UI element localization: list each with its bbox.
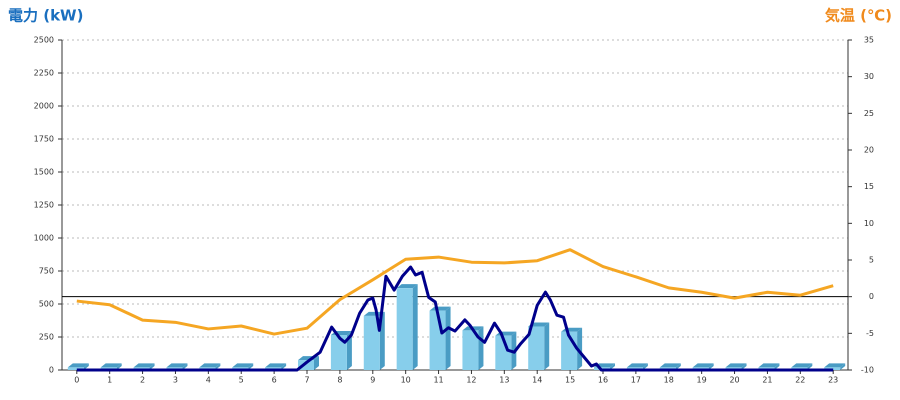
- y-tick-label: 1250: [34, 201, 54, 210]
- y2-tick-label: 30: [864, 72, 874, 81]
- x-tick-label: 4: [206, 376, 211, 385]
- bar-top: [363, 311, 385, 316]
- y2-tick-label: -5: [866, 329, 874, 338]
- bar-side: [544, 322, 550, 370]
- bar-side: [741, 363, 747, 370]
- y2-tick-label: 35: [864, 36, 874, 45]
- x-tick-label: 13: [499, 376, 509, 385]
- bar: [298, 360, 315, 370]
- bar-top: [199, 363, 221, 368]
- y-tick-label: 0: [49, 366, 54, 375]
- y-tick-label: 2250: [34, 69, 54, 78]
- bar-top: [429, 306, 451, 311]
- y2-tick-label: 25: [864, 109, 874, 118]
- x-tick-label: 1: [107, 376, 112, 385]
- bar: [528, 326, 545, 370]
- bar: [363, 315, 380, 370]
- bar-top: [791, 363, 813, 368]
- y2-tick-label: 0: [869, 292, 874, 301]
- x-tick-label: 3: [173, 376, 178, 385]
- y-tick-label: 2500: [34, 36, 54, 45]
- bar-top: [758, 363, 780, 368]
- left-axis-title: 電力 (kW): [8, 7, 83, 25]
- x-tick-label: 23: [828, 376, 838, 385]
- x-tick-label: 16: [598, 376, 608, 385]
- bar-side: [642, 363, 648, 370]
- x-tick-label: 22: [795, 376, 805, 385]
- y-tick-label: 250: [39, 333, 54, 342]
- y2-tick-label: 5: [869, 256, 874, 265]
- bar-top: [824, 363, 846, 368]
- bar-side: [281, 363, 287, 370]
- bar-side: [116, 363, 122, 370]
- bar: [495, 335, 512, 370]
- x-tick-label: 18: [664, 376, 674, 385]
- right-axis-title: 気温 (℃): [825, 7, 892, 25]
- x-tick-label: 2: [140, 376, 145, 385]
- bar-top: [725, 363, 747, 368]
- bar-side: [314, 356, 320, 370]
- x-tick-label: 17: [631, 376, 641, 385]
- bar-top: [396, 284, 418, 289]
- bar-side: [840, 363, 846, 370]
- x-tick-label: 20: [729, 376, 739, 385]
- bar-top: [692, 363, 714, 368]
- bar: [330, 335, 347, 370]
- bar-top: [100, 363, 122, 368]
- x-tick-label: 11: [433, 376, 443, 385]
- x-tick-label: 19: [697, 376, 707, 385]
- bar-side: [478, 326, 484, 370]
- x-tick-label: 21: [762, 376, 772, 385]
- x-tick-label: 9: [370, 376, 375, 385]
- bar-side: [412, 284, 418, 370]
- y2-tick-label: 10: [864, 219, 874, 228]
- y-tick-label: 2000: [34, 102, 54, 111]
- bar-top: [133, 363, 155, 368]
- x-tick-label: 10: [401, 376, 411, 385]
- bar-side: [445, 306, 451, 370]
- x-tick-label: 8: [337, 376, 342, 385]
- y2-tick-label: 15: [864, 182, 874, 191]
- bar-side: [182, 363, 188, 370]
- bar-side: [577, 327, 583, 370]
- bar-side: [807, 363, 813, 370]
- bar-side: [248, 363, 254, 370]
- bar: [396, 288, 413, 370]
- x-tick-label: 5: [239, 376, 244, 385]
- x-tick-label: 7: [304, 376, 309, 385]
- y-tick-label: 750: [39, 267, 54, 276]
- y-tick-label: 1750: [34, 135, 54, 144]
- x-tick-label: 14: [532, 376, 542, 385]
- bar-top: [232, 363, 254, 368]
- bar-side: [149, 363, 155, 370]
- bar-top: [265, 363, 287, 368]
- x-tick-label: 6: [272, 376, 277, 385]
- line: [76, 248, 834, 336]
- bar: [462, 330, 479, 370]
- y-tick-label: 1000: [34, 234, 54, 243]
- line: [76, 265, 834, 372]
- y2-tick-label: 20: [864, 146, 874, 155]
- bar: [67, 367, 84, 370]
- bar-top: [67, 363, 89, 368]
- bar-side: [609, 363, 615, 370]
- bar-side: [215, 363, 221, 370]
- y-tick-label: 1500: [34, 168, 54, 177]
- bar-top: [166, 363, 188, 368]
- bar-side: [708, 363, 714, 370]
- bar-side: [83, 363, 89, 370]
- bar-top: [659, 363, 681, 368]
- x-tick-label: 15: [565, 376, 575, 385]
- bar-side: [675, 363, 681, 370]
- bar-side: [774, 363, 780, 370]
- y2-tick-label: -10: [861, 366, 874, 375]
- y-tick-label: 500: [39, 300, 54, 309]
- x-tick-label: 0: [74, 376, 79, 385]
- x-tick-label: 12: [466, 376, 476, 385]
- bar-top: [626, 363, 648, 368]
